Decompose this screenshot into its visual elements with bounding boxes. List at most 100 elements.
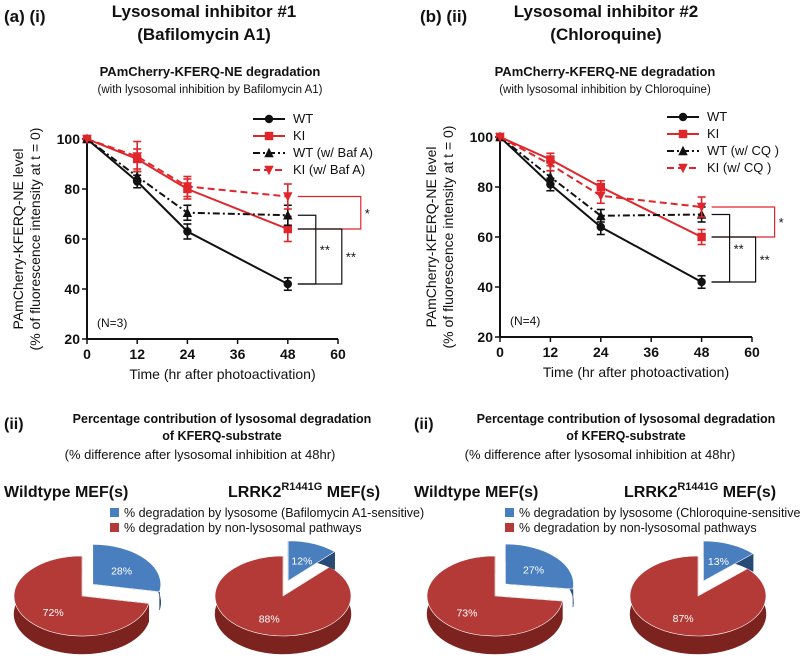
pie-slice-lysosome — [92, 544, 162, 593]
legend-marker — [264, 165, 274, 176]
legend-label: KI (w/ Baf A) — [293, 162, 365, 177]
x-tick-label: 24 — [180, 346, 196, 362]
pie-slice-non-lysosomal — [13, 555, 150, 637]
x-tick-label: 24 — [593, 344, 609, 360]
pie-a-title-line2: of KFERQ-substrate — [162, 429, 282, 443]
series-line-ki — [86, 138, 289, 230]
pie-slice-non-lysosomal — [629, 555, 767, 637]
pie-label-non-lysosomal: 73% — [456, 608, 477, 620]
n-label: (N=4) — [510, 314, 540, 328]
series-line-ki — [499, 136, 703, 238]
x-tick-label: 0 — [83, 346, 91, 362]
y-tick-label: 60 — [64, 231, 80, 247]
legend-marker — [678, 112, 688, 122]
data-point — [545, 171, 556, 182]
series-line-wt — [499, 136, 703, 283]
legend-marker — [678, 163, 688, 174]
significance-label: ** — [320, 243, 330, 258]
data-point — [546, 180, 555, 189]
pie-label-non-lysosomal: 87% — [673, 613, 694, 625]
n-label: (N=3) — [97, 316, 127, 330]
data-point — [283, 279, 292, 289]
data-point — [283, 210, 293, 220]
y-axis-label: (% of fluorescence intensity at t = 0) — [27, 128, 43, 351]
panel-b-header-line2: (Chloroquine) — [550, 25, 661, 44]
series-line-ki-w-baf-a- — [86, 138, 288, 198]
pie-b-note: (% difference after lysosomal inhibition… — [465, 447, 736, 462]
y-tick-label: 100 — [470, 129, 494, 145]
y-axis-label: (% of fluorescence intensity at t = 0) — [440, 126, 456, 349]
x-tick-label: 12 — [129, 346, 145, 362]
data-point — [596, 182, 605, 192]
legend-label: KI (w/ CQ ) — [707, 160, 771, 175]
pie-label-lysosome: 12% — [291, 555, 312, 567]
series-line-wt-w-baf-a- — [86, 138, 288, 217]
pie-a-legend-blue: % degradation by lysosome (Bafilomycin A… — [124, 506, 424, 520]
legend-swatch-lysosome — [110, 508, 119, 517]
y-tick-label: 40 — [64, 281, 80, 297]
significance-bracket — [711, 236, 757, 283]
data-point — [82, 134, 92, 145]
pie-b-title-line2: of KFERQ-substrate — [566, 429, 686, 443]
data-point — [596, 191, 606, 201]
panel-b-label: (b) (ii) — [420, 7, 467, 26]
pie-b-legend-blue: % degradation by lysosome (Chloroquine-s… — [519, 506, 800, 520]
legend-swatch-non-lysosomal — [505, 523, 514, 532]
y-tick-label: 40 — [477, 279, 493, 295]
pie-a-header-ki-tail: MEF(s) — [322, 484, 380, 501]
panel-a-header-line2: (Bafilomycin A1) — [137, 25, 271, 44]
legend-label: WT (w/ Baf A) — [293, 145, 373, 160]
legend-label: KI — [707, 126, 719, 141]
legend-marker — [678, 145, 688, 156]
pie-b-legend-red: % degradation by non-lysosomal pathways — [519, 521, 757, 535]
x-tick-label: 36 — [230, 346, 246, 362]
pie-a-header-ki: LRRK2R1441G MEF(s) — [228, 481, 380, 501]
y-tick-label: 20 — [477, 329, 493, 345]
data-point — [596, 210, 606, 220]
pie-a-label: (ii) — [4, 416, 24, 433]
data-point — [182, 182, 193, 192]
significance-label: ** — [346, 250, 356, 265]
significance-bracket — [297, 195, 362, 230]
line-chart-bafilomycin: 0 12 24 36 48 60 20 40 60 80 100 Time (hr after pho… — [10, 111, 373, 382]
data-point — [596, 222, 605, 232]
x-axis-label: Time (hr after photoactivation) — [129, 366, 315, 382]
chart-a-title: PAmCherry-KFERQ-NE degradation — [100, 64, 321, 79]
x-tick-label: 48 — [694, 344, 710, 360]
data-point — [132, 152, 142, 162]
pie-slice-non-lysosomal — [426, 555, 563, 637]
y-axis-label: PAmCherry-KFERQ-NE level — [423, 147, 439, 328]
data-point — [183, 227, 192, 236]
x-tick-label: 48 — [280, 346, 296, 362]
pie-label-non-lysosomal: 72% — [43, 607, 64, 619]
significance-bracket — [711, 206, 776, 238]
y-tick-label: 100 — [57, 131, 81, 147]
pie-a-header-wt: Wildtype MEF(s) — [4, 484, 128, 501]
pie-b-label: (ii) — [414, 416, 434, 433]
significance-label: * — [365, 206, 370, 221]
x-tick-label: 60 — [744, 344, 760, 360]
panel-a-label: (a) (i) — [4, 7, 46, 26]
pie-b-header-wt: Wildtype MEF(s) — [414, 484, 538, 501]
pie-b-header-ki: LRRK2R1441G MEF(s) — [624, 481, 776, 501]
x-tick-label: 0 — [496, 344, 504, 360]
pie-a-header-ki-sup: R1441G — [281, 481, 322, 493]
pie-b-title-line1: Percentage contribution of lysosomal deg… — [477, 412, 776, 426]
panel-b-header-line1: Lysosomal inhibitor #2 — [514, 2, 699, 21]
pie-slice-non-lysosomal — [214, 555, 352, 637]
pie-label-non-lysosomal: 88% — [259, 613, 280, 625]
legend-marker — [264, 114, 274, 124]
data-point — [545, 160, 556, 170]
pie-label-lysosome: 27% — [523, 565, 544, 577]
significance-bracket — [297, 214, 317, 285]
significance-label: * — [779, 215, 784, 230]
y-tick-label: 60 — [477, 229, 493, 245]
panel-a-header-line1: Lysosomal inhibitor #1 — [112, 2, 297, 21]
x-tick-label: 36 — [643, 344, 659, 360]
series-line-wt — [86, 138, 289, 285]
pie-label-lysosome: 13% — [708, 556, 729, 568]
y-tick-label: 80 — [477, 179, 493, 195]
legend-swatch-lysosome — [505, 508, 514, 517]
data-point — [182, 207, 193, 217]
